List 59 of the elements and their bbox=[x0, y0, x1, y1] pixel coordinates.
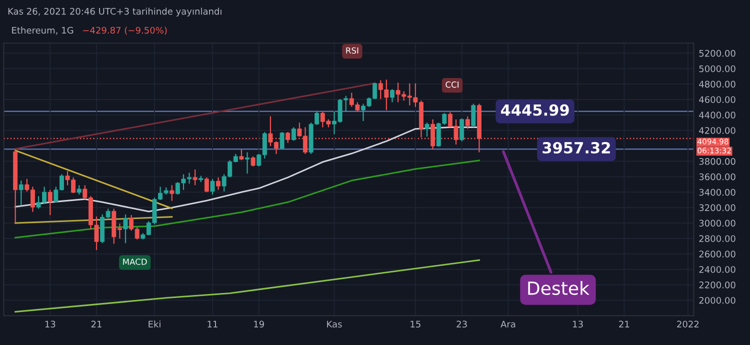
candlestick bbox=[18, 180, 24, 206]
candlestick bbox=[210, 178, 215, 196]
y-tick-label: 3400.00 bbox=[699, 188, 736, 196]
candlestick bbox=[76, 184, 82, 196]
candlestick bbox=[286, 131, 290, 144]
y-tick-label: 4800.00 bbox=[699, 80, 736, 88]
annotation: Destek bbox=[528, 281, 590, 296]
x-tick-label: 23 bbox=[456, 320, 467, 328]
candlestick bbox=[123, 214, 128, 244]
candlestick bbox=[390, 88, 394, 103]
x-tick-label: Eki bbox=[148, 320, 160, 328]
x-tick-label: 21 bbox=[91, 320, 102, 328]
annotation: MACD bbox=[123, 258, 147, 265]
y-tick-label: 3200.00 bbox=[699, 204, 736, 212]
annotation: RSI bbox=[346, 47, 358, 54]
y-tick-label: 3800.00 bbox=[699, 158, 736, 165]
y-tick-label: 2400.00 bbox=[699, 266, 736, 273]
x-tick-label: 13 bbox=[573, 320, 583, 328]
y-tick-label: 4200.00 bbox=[699, 127, 736, 134]
y-tick-label: 2200.00 bbox=[699, 282, 736, 288]
y-tick-label: 2600.00 bbox=[699, 250, 736, 258]
y-tick-label: 2000.00 bbox=[699, 296, 736, 304]
candlestick bbox=[424, 122, 430, 138]
y-tick-label: 3600.00 bbox=[699, 173, 736, 180]
x-tick-label: 21 bbox=[619, 320, 630, 328]
x-tick-label: 13 bbox=[45, 320, 56, 328]
x-tick-label: Kas bbox=[327, 320, 342, 328]
candlestick bbox=[291, 126, 296, 142]
candlestick bbox=[192, 168, 198, 186]
candlestick bbox=[48, 189, 52, 216]
x-tick-label: 11 bbox=[208, 320, 218, 328]
y-tick-label: 3000.00 bbox=[699, 220, 736, 227]
ref-line-label: 3957.32 bbox=[542, 142, 610, 154]
y-tick-label: 5000.00 bbox=[699, 65, 736, 72]
x-tick-label: Ara bbox=[500, 320, 516, 328]
annotation: CCI bbox=[446, 81, 458, 88]
y-tick-label: 2800.00 bbox=[699, 235, 736, 242]
y-tick-label: 5200.00 bbox=[699, 50, 736, 57]
candlestick bbox=[239, 148, 244, 161]
x-tick-label: 15 bbox=[410, 320, 420, 328]
chart-title: Ethereum, 1G bbox=[12, 26, 74, 35]
line-series bbox=[14, 259, 480, 313]
candlestick bbox=[216, 176, 221, 190]
candlestick bbox=[250, 156, 256, 167]
candlestick bbox=[465, 116, 470, 130]
candlestick bbox=[280, 131, 284, 150]
candlestick bbox=[460, 118, 464, 142]
text: −429.87 (−9.50%) bbox=[83, 26, 167, 35]
line-series bbox=[14, 160, 480, 238]
candlestick bbox=[245, 152, 250, 174]
candlestick bbox=[170, 184, 174, 202]
candlestick bbox=[471, 103, 476, 128]
x-tick-label: 19 bbox=[254, 320, 264, 328]
x-tick-label: 2022 bbox=[677, 320, 699, 328]
y-tick-label: 4400.00 bbox=[699, 112, 736, 118]
candlestick bbox=[204, 176, 209, 193]
chart-subtitle: Kas 26, 2021 20:46 UTC+3 tarihinde yayınlandı bbox=[8, 8, 222, 16]
ref-line-label: 4445.99 bbox=[500, 104, 569, 116]
y-tick-label: 4600.00 bbox=[699, 96, 736, 104]
